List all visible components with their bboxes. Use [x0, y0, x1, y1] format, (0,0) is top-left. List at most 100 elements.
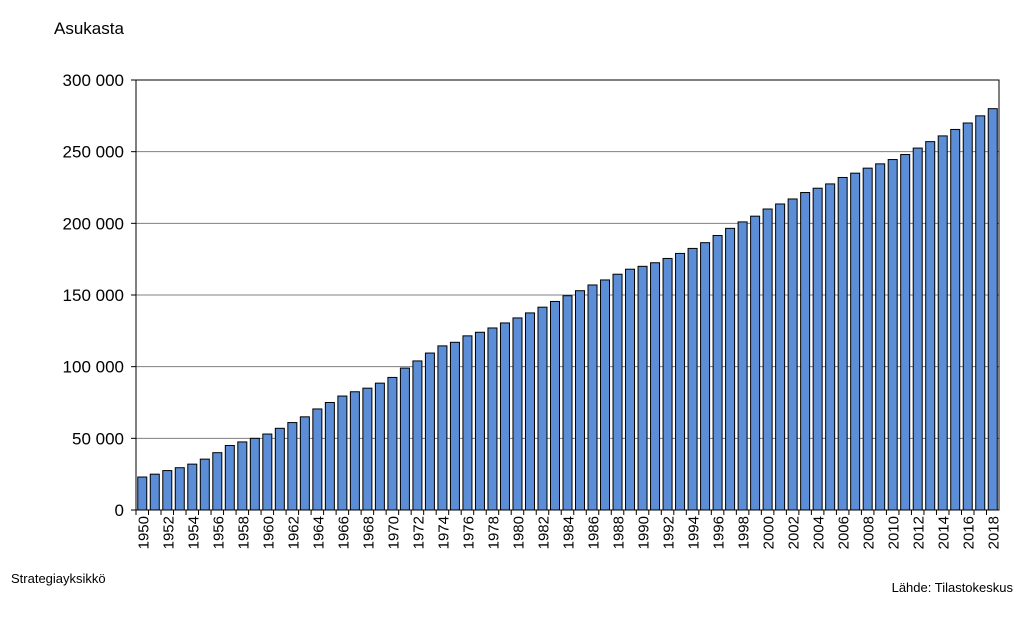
bar-1988 — [612, 273, 623, 511]
x-tick-label: 2004 — [811, 516, 828, 549]
x-tick-label: 1966 — [335, 516, 352, 549]
bar-2017 — [975, 115, 986, 511]
bar-1975 — [449, 341, 460, 511]
bar-1999 — [750, 215, 761, 511]
y-tick-label: 300 000 — [63, 71, 124, 90]
x-tick-label: 1952 — [160, 516, 177, 549]
x-tick-label: 1978 — [485, 516, 502, 549]
bar-1961 — [274, 427, 285, 511]
x-tick-label: 1990 — [636, 516, 653, 549]
bar-2016 — [962, 122, 973, 511]
bar-1993 — [675, 252, 686, 511]
x-tick-label: 1962 — [285, 516, 302, 549]
bar-1967 — [349, 391, 360, 511]
bar-1957 — [224, 445, 235, 511]
bar-1978 — [487, 327, 498, 511]
bar-2011 — [900, 154, 911, 511]
x-tick-label: 2016 — [961, 516, 978, 549]
x-tick-label: 1964 — [310, 516, 327, 549]
x-tick-label: 1998 — [736, 516, 753, 549]
x-tick-label: 2008 — [861, 516, 878, 549]
y-tick-label: 0 — [115, 501, 124, 520]
y-tick-label: 250 000 — [63, 143, 124, 162]
y-tick-label: 200 000 — [63, 214, 124, 233]
plot-area-frame — [135, 79, 1000, 511]
bar-1994 — [687, 247, 698, 511]
bar-1981 — [524, 312, 535, 511]
bar-2015 — [950, 128, 961, 511]
x-tick-label: 2010 — [886, 516, 903, 549]
x-tick-label: 1974 — [435, 516, 452, 549]
bar-2001 — [775, 203, 786, 511]
x-tick-label: 1992 — [661, 516, 678, 549]
footer-source: Lähde: Tilastokeskus — [891, 580, 1013, 595]
bar-2012 — [912, 147, 923, 511]
bar-1998 — [737, 221, 748, 511]
x-tick-label: 1986 — [586, 516, 603, 549]
bar-1992 — [662, 257, 673, 511]
bar-2008 — [862, 167, 873, 511]
bar-2004 — [812, 187, 823, 511]
x-tick-label: 1968 — [360, 516, 377, 549]
y-tick-label: 100 000 — [63, 358, 124, 377]
bar-1984 — [562, 295, 573, 511]
bar-1972 — [412, 360, 423, 511]
bar-1959 — [249, 437, 260, 511]
bar-1996 — [712, 235, 723, 511]
bar-1966 — [337, 395, 348, 511]
bar-2007 — [850, 172, 861, 511]
y-tick-label: 50 000 — [72, 429, 124, 448]
bar-1954 — [187, 463, 198, 511]
bar-1968 — [362, 387, 373, 511]
bar-1950 — [137, 476, 148, 511]
bar-1977 — [474, 331, 485, 511]
x-tick-label: 2012 — [911, 516, 928, 549]
bar-1955 — [199, 458, 210, 511]
bar-2014 — [937, 135, 948, 511]
bar-1995 — [700, 242, 711, 511]
x-tick-label: 2018 — [986, 516, 1003, 549]
x-tick-label: 1960 — [260, 516, 277, 549]
bar-1991 — [650, 262, 661, 511]
x-tick-label: 1980 — [510, 516, 527, 549]
bar-1952 — [162, 470, 173, 511]
x-tick-label: 1956 — [210, 516, 227, 549]
x-tick-label: 2006 — [836, 516, 853, 549]
x-tick-label: 1950 — [135, 516, 152, 549]
bar-1983 — [549, 300, 560, 511]
bar-1990 — [637, 265, 648, 511]
x-tick-label: 1996 — [711, 516, 728, 549]
bar-1989 — [625, 268, 636, 511]
bar-1969 — [374, 382, 385, 511]
y-tick-label: 150 000 — [63, 286, 124, 305]
bar-2003 — [800, 192, 811, 511]
x-tick-label: 1976 — [460, 516, 477, 549]
bar-2006 — [837, 176, 848, 511]
bar-1982 — [537, 306, 548, 511]
bar-1985 — [575, 290, 586, 511]
bar-1962 — [287, 422, 298, 511]
x-tick-label: 1970 — [385, 516, 402, 549]
x-tick-label: 1982 — [535, 516, 552, 549]
bar-1980 — [512, 317, 523, 511]
x-tick-label: 1988 — [611, 516, 628, 549]
bar-2005 — [825, 183, 836, 511]
x-tick-label: 2000 — [761, 516, 778, 549]
bars — [137, 108, 998, 511]
x-tick-label: 1984 — [561, 516, 578, 549]
bar-1973 — [424, 352, 435, 511]
bar-1986 — [587, 284, 598, 511]
y-tick-labels: 0 50 000 100 000 150 000 200 000 250 000 300 0… — [63, 71, 136, 520]
bar-2013 — [925, 141, 936, 511]
bar-2018 — [987, 108, 998, 511]
x-tick-labels: 1950 1952 1954 1956 1958 1960 1962 1964 1966 1968… — [135, 510, 1003, 549]
bar-1956 — [212, 452, 223, 511]
bar-1960 — [262, 433, 273, 511]
bar-1979 — [499, 322, 510, 511]
bar-2000 — [762, 208, 773, 511]
bar-1976 — [462, 335, 473, 511]
bar-1965 — [324, 402, 335, 511]
bar-1974 — [437, 345, 448, 511]
bar-2010 — [887, 159, 898, 511]
